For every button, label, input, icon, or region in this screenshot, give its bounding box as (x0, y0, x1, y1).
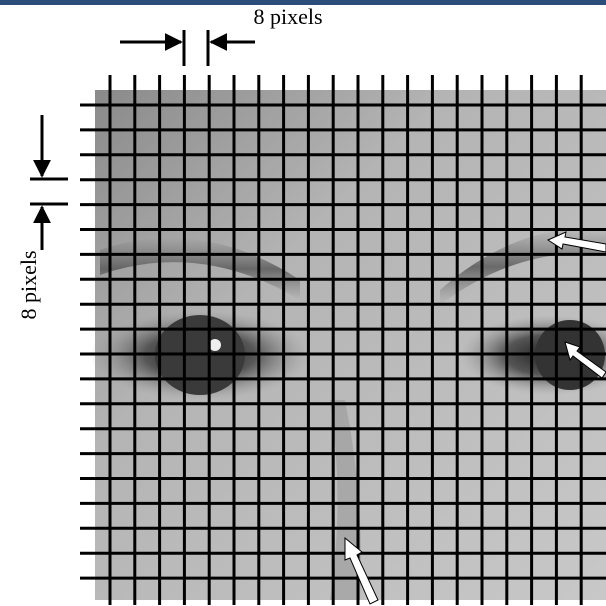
horizontal-label: 8 pixels (253, 4, 322, 29)
vertical-label: 8 pixels (16, 250, 41, 319)
figure: 8 pixels 8 pixels (0, 0, 606, 606)
face-image (90, 90, 606, 600)
